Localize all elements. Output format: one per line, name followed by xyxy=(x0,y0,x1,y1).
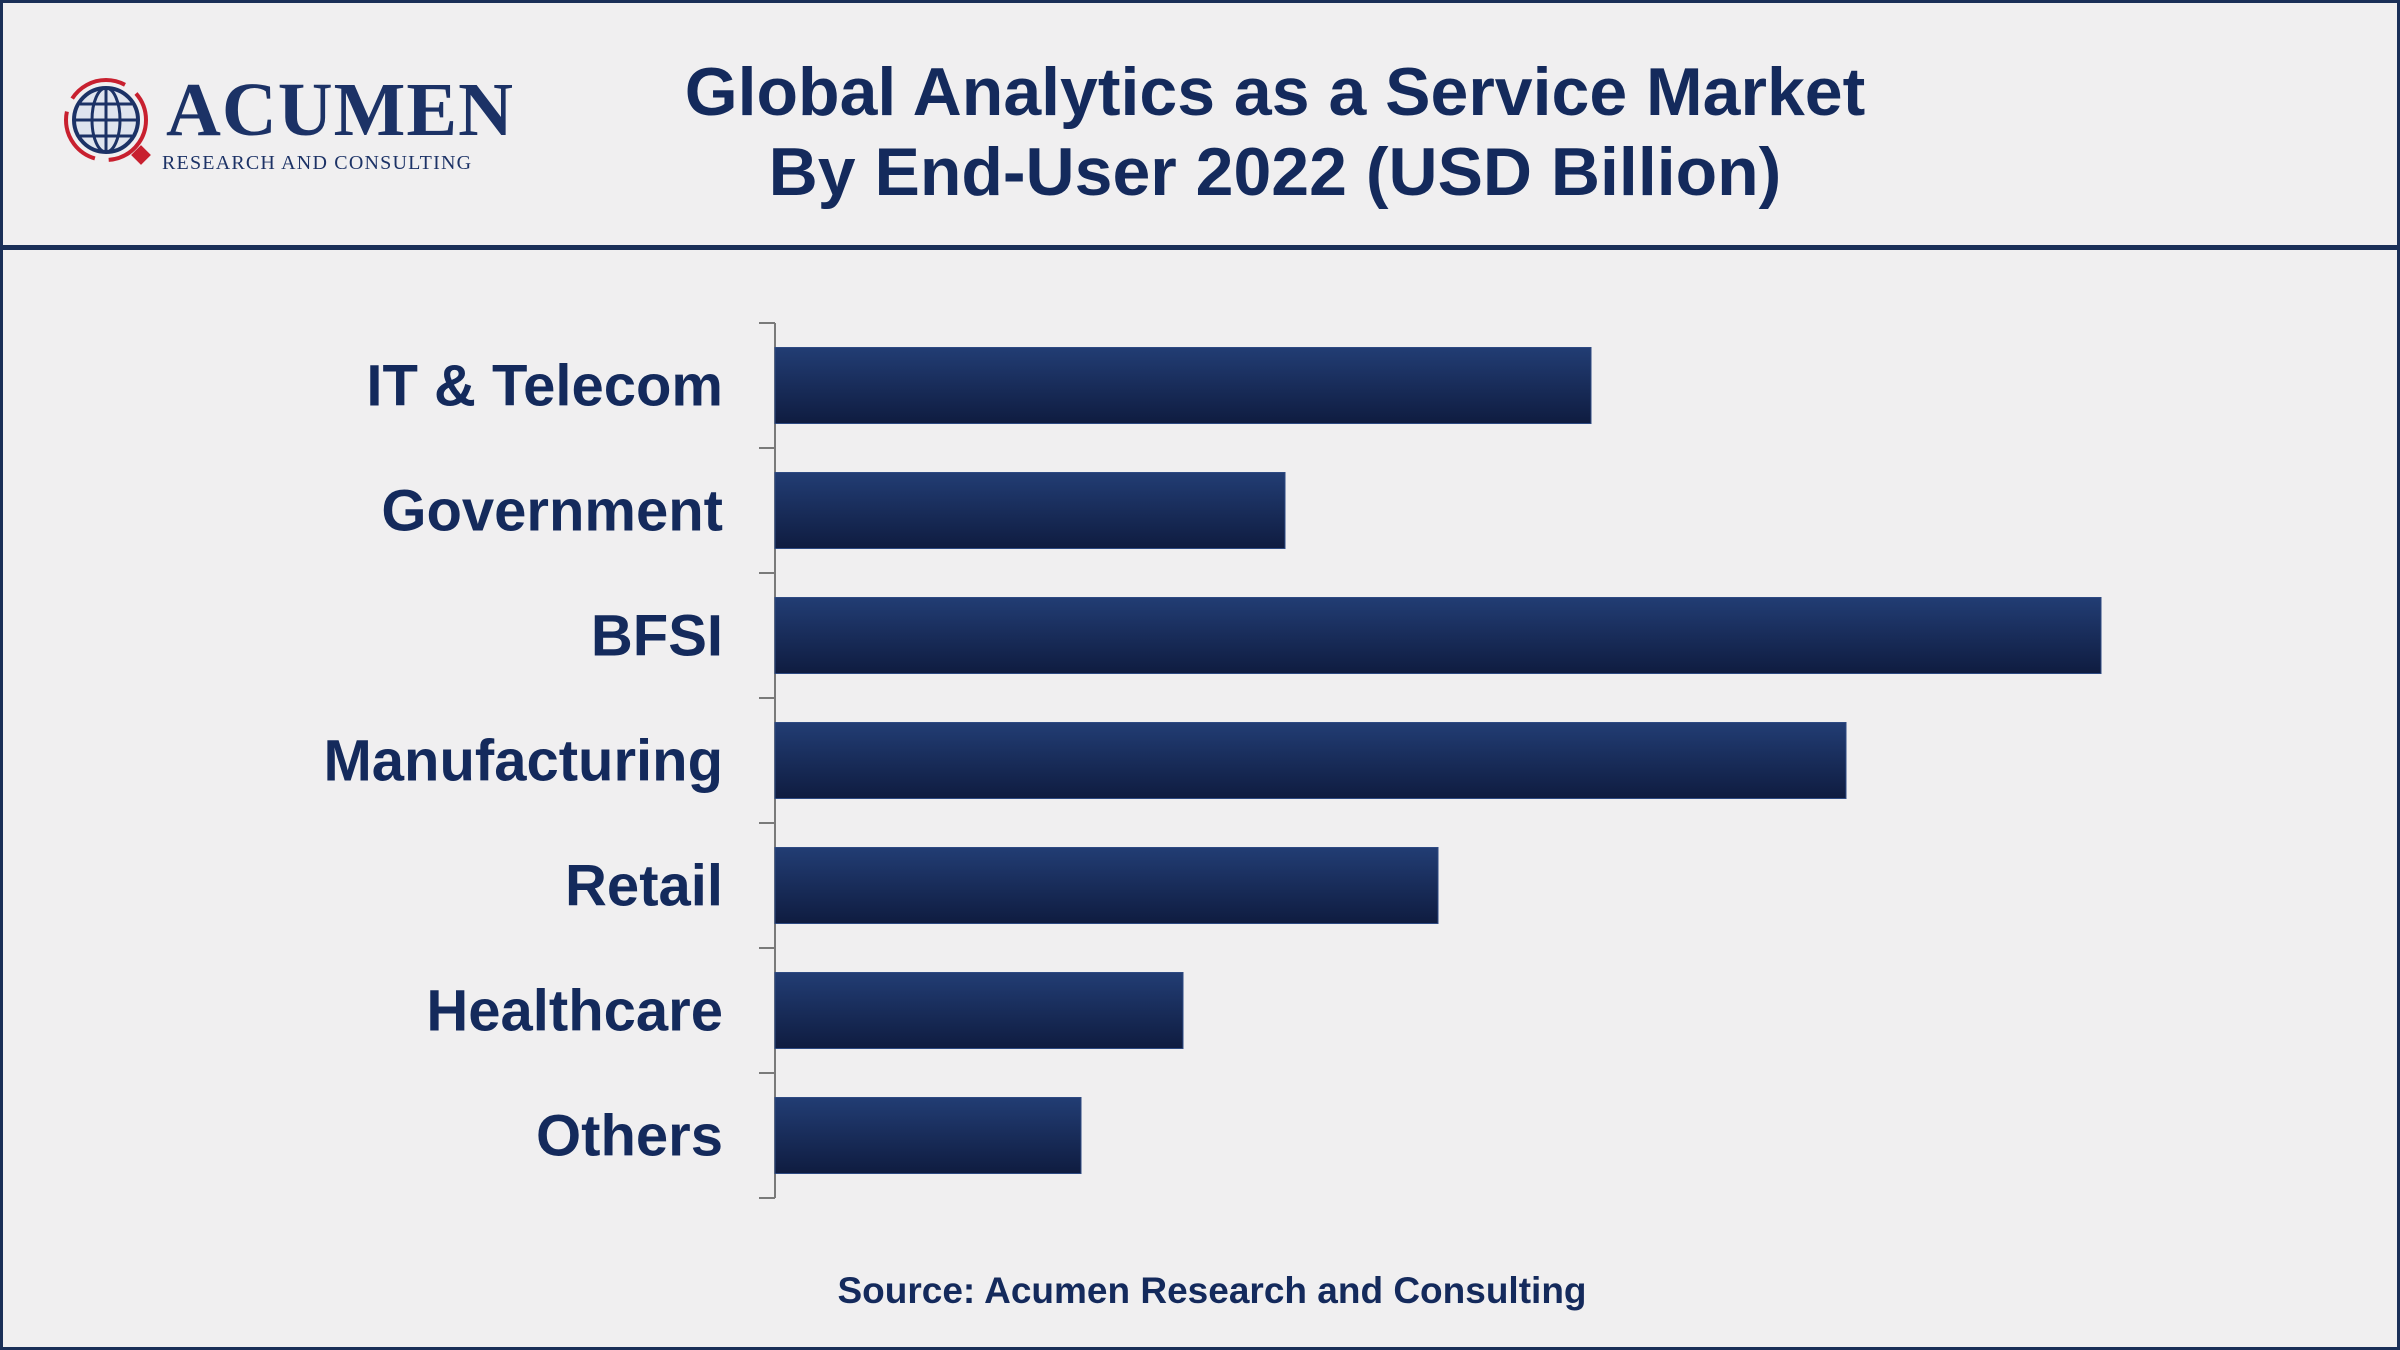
bar-chart: IT & Telecom Government BFSI Manufacturing R… xyxy=(323,322,2102,1199)
bar-manufacturing xyxy=(774,722,1847,799)
chart-title-line-1: Global Analytics as a Service Market xyxy=(684,54,1866,130)
globe-icon xyxy=(64,78,151,165)
bar-bfsi xyxy=(774,597,2102,674)
source-note: Source: Acumen Research and Consulting xyxy=(837,1270,1587,1311)
category-label: Others xyxy=(536,1104,723,1169)
category-label: Healthcare xyxy=(426,979,723,1044)
chart-title-line-2: By End-User 2022 (USD Billion) xyxy=(768,134,1782,210)
category-label: Retail xyxy=(565,854,723,919)
bar-retail xyxy=(774,847,1439,924)
category-label: IT & Telecom xyxy=(366,354,723,419)
bar-others xyxy=(774,1097,1082,1174)
brand-tagline: RESEARCH AND CONSULTING xyxy=(162,152,473,174)
category-label: BFSI xyxy=(591,604,723,669)
brand-logo: ACUMEN RESEARCH AND CONSULTING xyxy=(58,68,513,178)
header: ACUMEN RESEARCH AND CONSULTING Global An… xyxy=(0,0,2400,250)
bar-healthcare xyxy=(774,972,1184,1049)
chart-title: Global Analytics as a Service Market By … xyxy=(520,52,2030,212)
category-label: Government xyxy=(381,479,723,544)
bar-it-telecom xyxy=(774,347,1592,424)
brand-name: ACUMEN xyxy=(166,68,514,152)
category-label: Manufacturing xyxy=(323,729,723,794)
bar-government xyxy=(774,472,1286,549)
